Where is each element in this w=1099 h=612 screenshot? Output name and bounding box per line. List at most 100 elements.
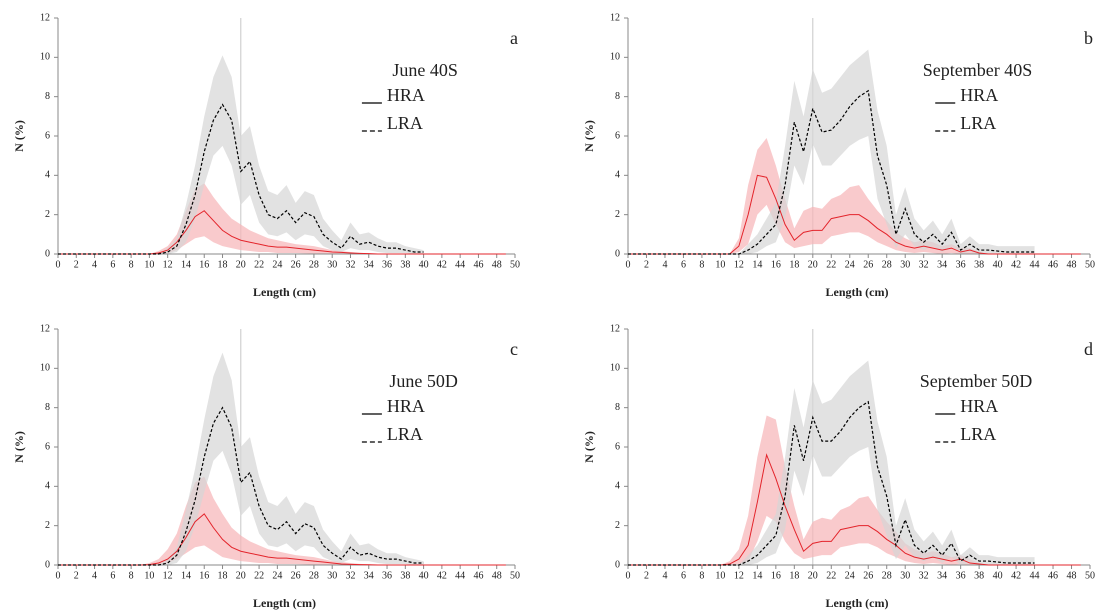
x-tick-label: 12 (734, 259, 744, 270)
x-tick-label: 8 (699, 259, 704, 270)
panel-label: b (1084, 28, 1093, 48)
x-tick-label: 16 (771, 570, 781, 581)
x-tick-label: 14 (181, 570, 191, 581)
x-tick-label: 4 (662, 570, 667, 581)
x-tick-label: 34 (937, 570, 947, 581)
confidence-band (628, 415, 1081, 565)
legend-label: LRA (387, 113, 423, 133)
x-tick-label: 38 (400, 259, 410, 270)
panel-title: September 40S (923, 60, 1033, 80)
x-tick-label: 10 (144, 259, 154, 270)
x-tick-label: 28 (309, 570, 319, 581)
y-tick-label: 0 (615, 248, 620, 259)
x-tick-label: 32 (345, 570, 355, 581)
x-axis-label: Length (cm) (253, 285, 316, 299)
y-axis-label: N (%) (12, 120, 26, 152)
x-tick-label: 0 (626, 259, 631, 270)
x-tick-label: 46 (473, 570, 483, 581)
confidence-band (58, 352, 424, 565)
x-tick-label: 50 (1085, 259, 1095, 270)
x-tick-label: 26 (291, 259, 301, 270)
y-tick-label: 6 (45, 130, 50, 141)
x-tick-label: 2 (644, 259, 649, 270)
y-axis-label: N (%) (582, 120, 596, 152)
y-tick-label: 2 (45, 209, 50, 220)
x-tick-label: 44 (1030, 570, 1040, 581)
x-tick-label: 32 (345, 259, 355, 270)
confidence-band (628, 360, 1035, 565)
x-tick-label: 46 (473, 259, 483, 270)
x-tick-label: 36 (382, 259, 392, 270)
y-tick-label: 10 (610, 52, 620, 63)
legend-label: HRA (960, 396, 998, 416)
y-axis-label: N (%) (12, 431, 26, 463)
y-tick-label: 4 (615, 170, 620, 181)
x-tick-label: 12 (734, 570, 744, 581)
series-line (58, 406, 424, 566)
y-tick-label: 0 (45, 559, 50, 570)
x-tick-label: 16 (199, 259, 209, 270)
x-tick-label: 38 (974, 259, 984, 270)
x-tick-label: 14 (752, 570, 762, 581)
panel-label: a (510, 28, 518, 48)
x-tick-label: 18 (218, 259, 228, 270)
y-tick-label: 8 (45, 402, 50, 413)
y-tick-label: 6 (615, 441, 620, 452)
panel-title: June 40S (392, 60, 458, 80)
y-axis-label: N (%) (582, 431, 596, 463)
y-tick-label: 8 (45, 91, 50, 102)
x-tick-label: 32 (919, 259, 929, 270)
x-tick-label: 34 (364, 259, 374, 270)
confidence-band (628, 137, 1081, 254)
y-tick-label: 8 (615, 91, 620, 102)
x-tick-label: 26 (863, 570, 873, 581)
x-tick-label: 0 (56, 259, 61, 270)
x-tick-label: 6 (110, 570, 115, 581)
x-tick-label: 36 (956, 259, 966, 270)
x-tick-label: 22 (826, 259, 836, 270)
x-tick-label: 40 (993, 259, 1003, 270)
x-tick-label: 44 (455, 570, 465, 581)
x-tick-label: 20 (236, 259, 246, 270)
x-tick-label: 14 (752, 259, 762, 270)
x-tick-label: 44 (1030, 259, 1040, 270)
x-tick-label: 6 (110, 259, 115, 270)
x-tick-label: 38 (400, 570, 410, 581)
y-tick-label: 10 (40, 52, 50, 63)
x-tick-label: 26 (863, 259, 873, 270)
x-tick-label: 10 (715, 570, 725, 581)
x-tick-label: 2 (74, 570, 79, 581)
x-tick-label: 42 (437, 570, 447, 581)
panel-label: c (510, 339, 518, 359)
x-tick-label: 20 (808, 259, 818, 270)
x-tick-label: 28 (882, 259, 892, 270)
x-tick-label: 22 (826, 570, 836, 581)
y-tick-label: 4 (45, 170, 50, 181)
x-tick-label: 6 (681, 570, 686, 581)
x-tick-label: 18 (789, 259, 799, 270)
legend-label: LRA (960, 424, 996, 444)
legend-label: HRA (960, 85, 998, 105)
confidence-band (628, 49, 1035, 254)
x-tick-label: 24 (272, 259, 282, 270)
x-tick-label: 8 (699, 570, 704, 581)
series-line (58, 103, 424, 255)
x-axis-label: Length (cm) (826, 596, 889, 610)
y-tick-label: 4 (615, 481, 620, 492)
y-tick-label: 0 (615, 559, 620, 570)
y-tick-label: 0 (45, 248, 50, 259)
x-tick-label: 8 (129, 259, 134, 270)
x-tick-label: 8 (129, 570, 134, 581)
x-tick-label: 24 (845, 570, 855, 581)
x-tick-label: 42 (437, 259, 447, 270)
x-tick-label: 20 (808, 570, 818, 581)
y-tick-label: 10 (40, 363, 50, 374)
x-tick-label: 40 (419, 259, 429, 270)
x-tick-label: 34 (937, 259, 947, 270)
x-tick-label: 44 (455, 259, 465, 270)
x-tick-label: 30 (900, 259, 910, 270)
x-tick-label: 48 (1067, 570, 1077, 581)
y-tick-label: 12 (610, 323, 620, 334)
